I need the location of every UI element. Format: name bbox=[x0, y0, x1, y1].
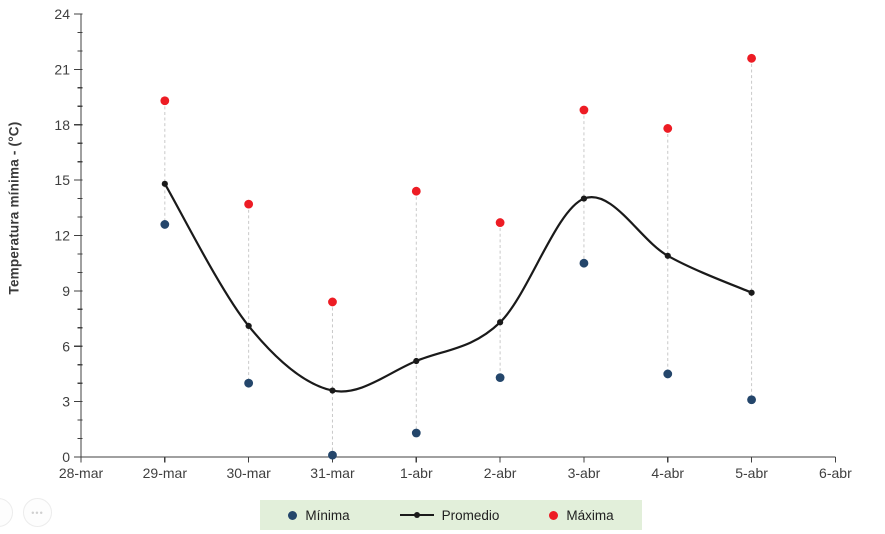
x-tick-label: 1-abr bbox=[400, 465, 433, 481]
x-tick-label: 6-abr bbox=[819, 465, 852, 481]
ellipsis-icon: ••• bbox=[31, 507, 44, 518]
minima-point bbox=[411, 428, 421, 438]
promedio-point bbox=[245, 322, 252, 330]
maxima-point bbox=[579, 105, 589, 115]
minima-point bbox=[244, 378, 254, 388]
promedio-point bbox=[580, 195, 588, 202]
maxima-point bbox=[495, 218, 505, 227]
y-tick-label: 18 bbox=[54, 117, 70, 133]
y-tick-label: 9 bbox=[62, 283, 70, 299]
legend-item-promedio: Promedio bbox=[399, 507, 500, 523]
y-tick-label: 21 bbox=[54, 61, 70, 77]
x-tick-label: 30-mar bbox=[226, 465, 271, 481]
promedio-point bbox=[161, 180, 168, 187]
minima-point bbox=[160, 220, 170, 229]
maxima-point bbox=[328, 297, 337, 307]
y-axis-title: Temperatura mínima - (°C) bbox=[6, 121, 22, 295]
minima-point bbox=[495, 373, 505, 383]
promedio-point bbox=[413, 357, 420, 365]
maxima-point bbox=[663, 124, 673, 133]
maxima-point bbox=[160, 96, 170, 106]
minima-dot-icon bbox=[288, 510, 298, 520]
maxima-point bbox=[411, 186, 421, 196]
y-tick-label: 12 bbox=[54, 228, 70, 244]
legend-label-promedio: Promedio bbox=[441, 507, 500, 523]
promedio-line-icon bbox=[399, 512, 434, 518]
viewer-control-partial-button[interactable] bbox=[0, 498, 13, 527]
x-tick-label: 3-abr bbox=[568, 465, 601, 481]
x-tick-label: 29-mar bbox=[143, 465, 188, 481]
x-tick-label: 4-abr bbox=[651, 465, 684, 481]
promedio-line bbox=[163, 182, 753, 393]
minima-point bbox=[663, 369, 673, 379]
x-tick-label: 2-abr bbox=[484, 465, 517, 481]
legend-item-minima: Mínima bbox=[288, 507, 350, 523]
x-tick-label: 5-abr bbox=[735, 465, 768, 481]
maxima-point bbox=[244, 199, 254, 209]
promedio-point bbox=[497, 319, 504, 326]
promedio-point bbox=[748, 289, 755, 296]
maxima-dot-icon bbox=[549, 510, 559, 520]
promedio-point bbox=[664, 252, 671, 259]
y-tick-label: 6 bbox=[62, 338, 70, 354]
y-tick-label: 15 bbox=[54, 172, 70, 188]
promedio-point bbox=[329, 387, 336, 394]
promedio-line-dot-icon bbox=[413, 512, 420, 518]
temperature-chart: 0 3 6 9 12 15 18 21 24 28-mar 29-mar 30-mar 31-mar 1-… bbox=[54, 6, 852, 481]
maxima-point bbox=[747, 53, 756, 63]
y-tick-label: 24 bbox=[54, 6, 70, 22]
minima-point bbox=[328, 450, 337, 460]
minima-point bbox=[747, 395, 756, 405]
more-options-button[interactable]: ••• bbox=[23, 498, 52, 527]
x-tick-label: 28-mar bbox=[59, 465, 104, 481]
legend-label-minima: Mínima bbox=[305, 507, 350, 523]
x-tick-label: 31-mar bbox=[310, 465, 355, 481]
y-tick-label: 0 bbox=[62, 449, 70, 465]
legend-item-maxima: Máxima bbox=[549, 507, 614, 523]
minima-point bbox=[579, 258, 589, 268]
y-tick-label: 3 bbox=[62, 394, 70, 410]
legend-label-maxima: Máxima bbox=[566, 507, 614, 523]
chart-legend: Mínima Promedio Máxima bbox=[260, 500, 642, 530]
